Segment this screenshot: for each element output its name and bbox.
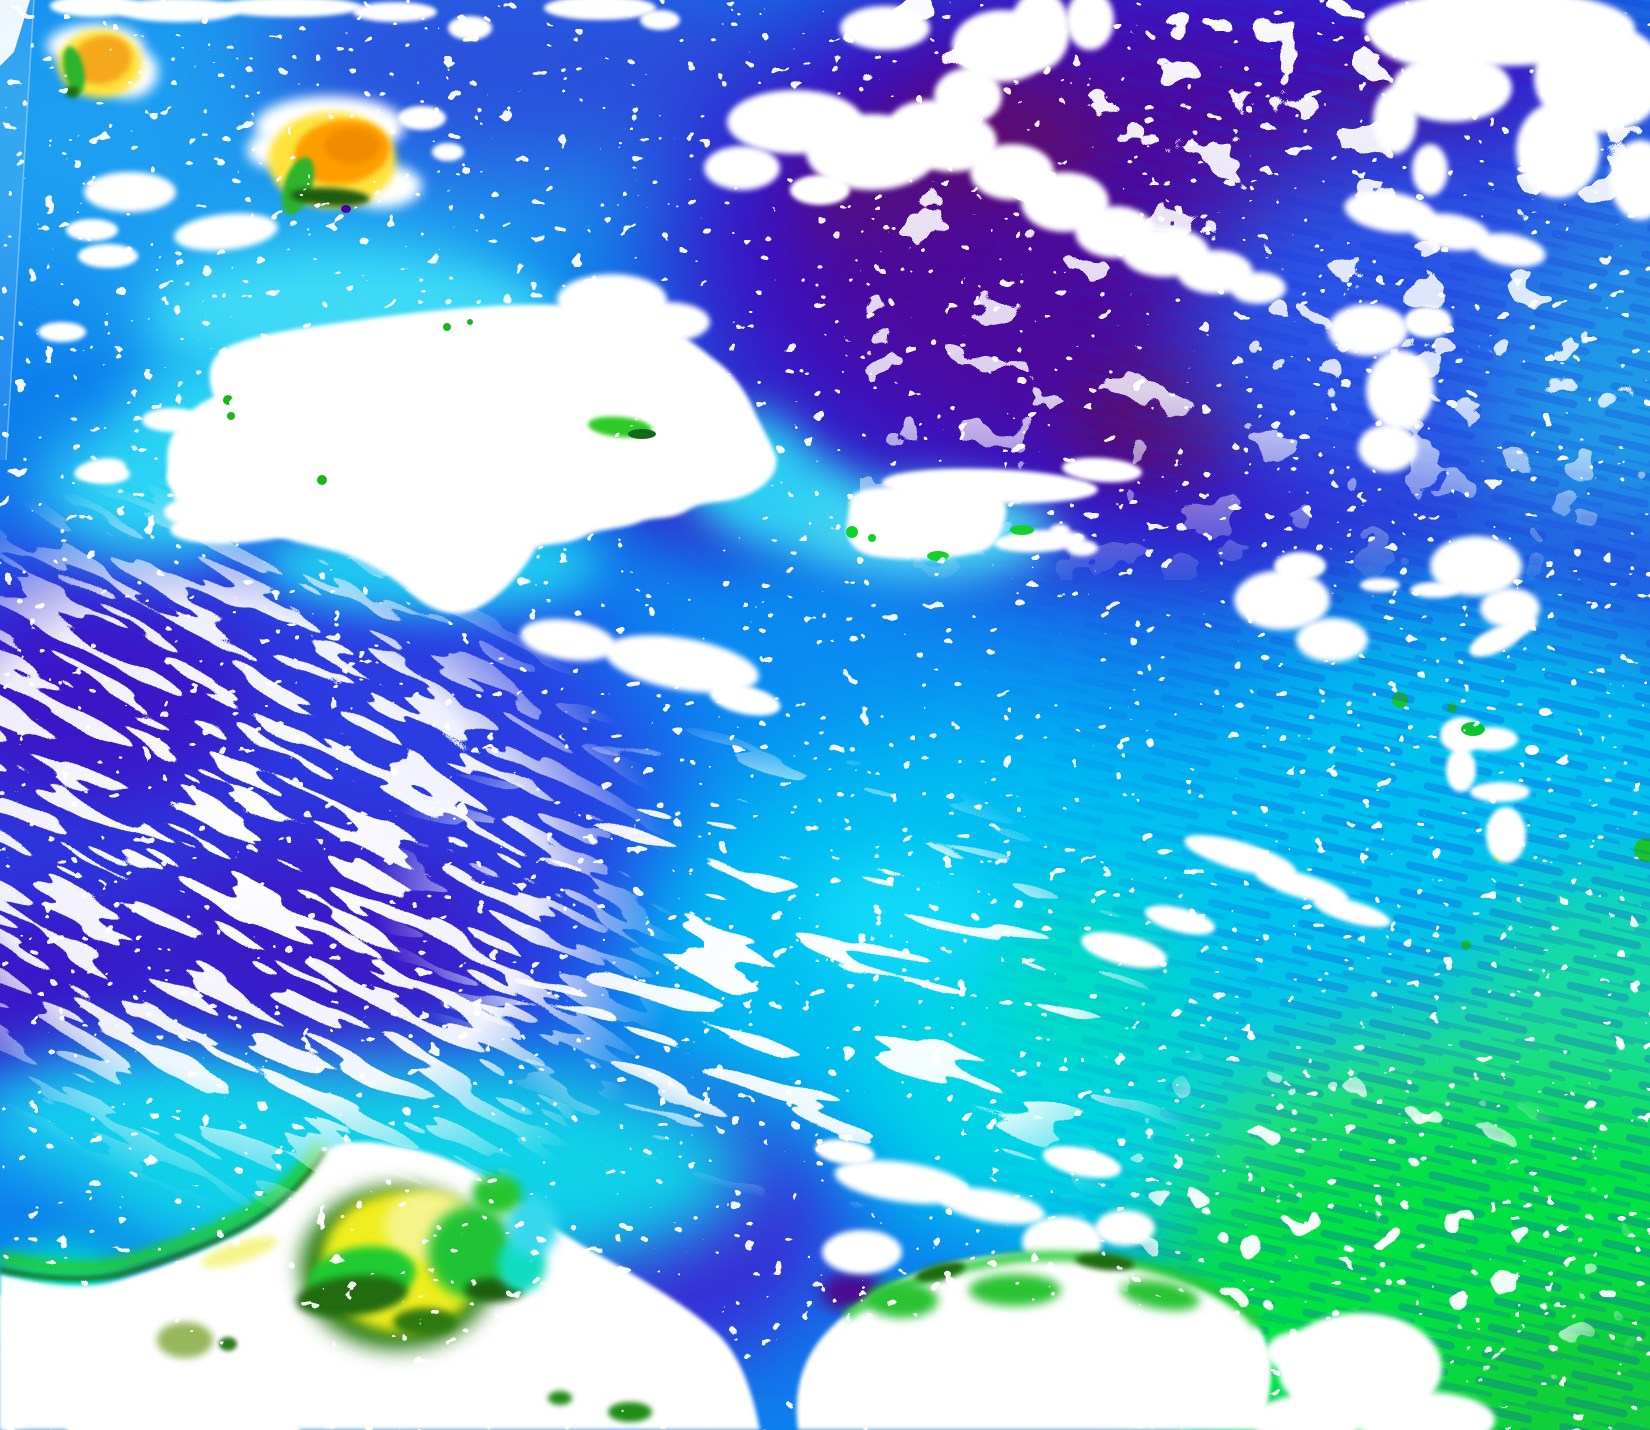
swath-seam-band: [0, 0, 34, 460]
swath-seam-line: [5, 0, 35, 461]
corner-cloud-wedge: [0, 0, 30, 66]
swath-seam: [0, 0, 35, 461]
